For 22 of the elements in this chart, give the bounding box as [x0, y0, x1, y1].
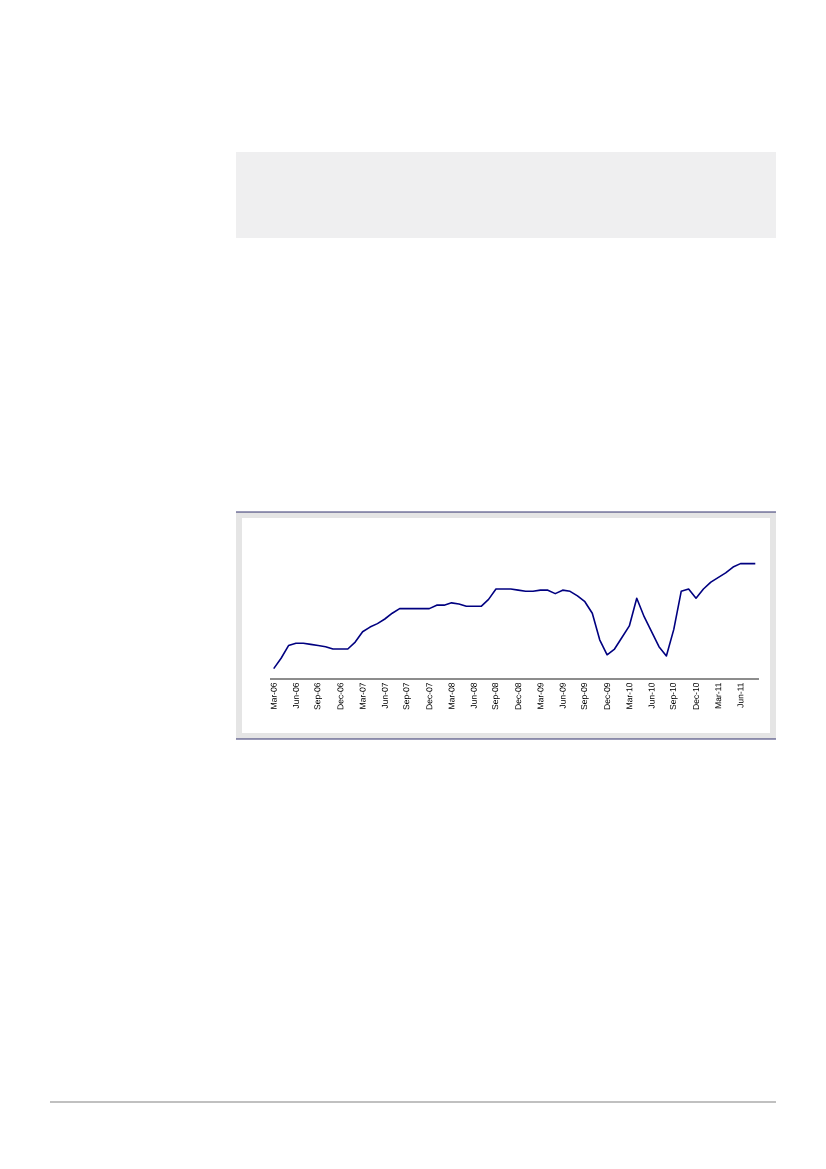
x-tick-label: Jun-06	[292, 682, 299, 709]
x-tick-label: Jun-09	[559, 682, 566, 709]
x-tick-label: Sep-10	[669, 682, 678, 710]
x-tick-label: Mar-07	[359, 682, 366, 709]
x-tick-label: Mar-11	[715, 682, 722, 709]
x-tick-label: Sep-08	[492, 682, 500, 710]
x-tick-label: Mar-10	[626, 682, 633, 709]
x-tick-label: Dec-07	[426, 682, 433, 710]
x-tick-label: Dec-06	[337, 682, 344, 710]
x-tick-label: Sep-06	[314, 682, 322, 710]
x-tick-label: Jun-08	[470, 682, 477, 709]
x-tick-label: Sep-09	[581, 682, 589, 710]
x-tick-label: Mar-08	[448, 682, 455, 709]
x-tick-label: Jun-07	[381, 682, 388, 709]
x-tick-label: Dec-09	[604, 682, 611, 710]
x-tick-label: Dec-10	[693, 682, 700, 710]
x-tick-label: Dec-08	[515, 682, 522, 710]
x-tick-label: Jun-10	[648, 682, 655, 709]
x-tick-label: Sep-07	[403, 682, 411, 710]
x-tick-label: Mar-09	[537, 682, 544, 709]
x-tick-label: Mar-06	[270, 682, 277, 709]
x-tick-label: Jun-11	[737, 682, 744, 708]
